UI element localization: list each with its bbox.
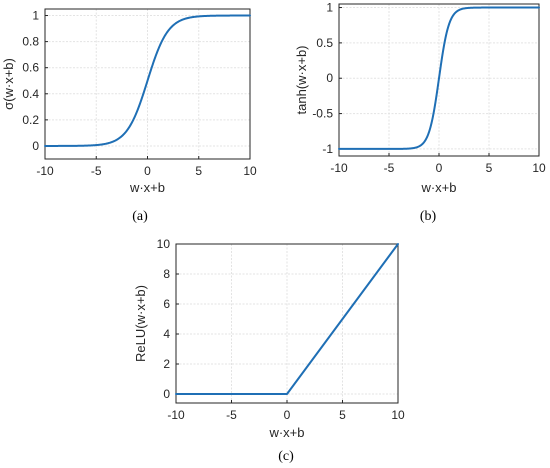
panel-c-caption: (c) bbox=[278, 449, 294, 464]
panel-c-y-tick-label-0: 0 bbox=[163, 387, 170, 401]
panel-a-x-tick-label-0: -10 bbox=[36, 164, 54, 178]
panel-c-x-tick-label-0: -10 bbox=[167, 408, 185, 422]
panel-b-y-tick-label-4: 1 bbox=[326, 1, 333, 15]
panel-c-x-tick-label-4: 10 bbox=[391, 408, 405, 422]
panel-a-y-tick-label-3: 0.6 bbox=[22, 61, 39, 75]
panel-a-y-axis-label: σ(w·x+b) bbox=[1, 58, 16, 110]
panel-b-x-tick-label-0: -10 bbox=[330, 161, 348, 175]
panel-c-x-tick-label-2: 0 bbox=[284, 408, 291, 422]
panel-c-y-tick-label-1: 2 bbox=[163, 357, 170, 371]
panel-b-caption: (b) bbox=[420, 209, 437, 224]
panel-a-sigmoid-curve bbox=[44, 14, 251, 147]
panel-b-y-tick-label-2: 0 bbox=[326, 71, 333, 85]
panel-a-x-axis-label: w·x+b bbox=[129, 180, 165, 195]
panel-b-y-tick-label-3: 0.5 bbox=[316, 36, 333, 50]
panel-a-x-tick-label-1: -5 bbox=[91, 164, 102, 178]
panel-c-y-tick-label-2: 4 bbox=[163, 327, 170, 341]
panel-c-x-tick-label-3: 5 bbox=[339, 408, 346, 422]
panel-b-x-axis-label: w·x+b bbox=[420, 180, 456, 195]
panel-a-x-tick-label-3: 5 bbox=[195, 164, 202, 178]
panel-c-y-tick-label-4: 8 bbox=[163, 267, 170, 281]
panel-c-x-tick-label-1: -5 bbox=[226, 408, 237, 422]
panel-c-y-tick-label-5: 10 bbox=[157, 237, 171, 251]
panel-a-y-tick-label-0: 0 bbox=[32, 139, 39, 153]
panel-b-y-tick-label-0: -1 bbox=[322, 142, 333, 156]
panel-b-tanh-curve bbox=[338, 6, 540, 150]
panel-a-x-tick-label-2: 0 bbox=[144, 164, 151, 178]
panel-b-x-tick-label-4: 10 bbox=[532, 161, 546, 175]
panel-b-y-tick-label-1: -0.5 bbox=[312, 107, 333, 121]
panel-a-caption: (a) bbox=[132, 209, 148, 224]
panel-b-x-tick-label-3: 5 bbox=[486, 161, 493, 175]
panel-a-x-tick-label-4: 10 bbox=[243, 164, 257, 178]
panel-b-x-tick-label-1: -5 bbox=[384, 161, 395, 175]
panel-a-y-tick-label-1: 0.2 bbox=[22, 113, 39, 127]
panel-b-y-axis-label: tanh(w·x+b) bbox=[294, 46, 309, 115]
panel-c-x-axis-label: w·x+b bbox=[268, 425, 304, 440]
panel-a-y-tick-label-5: 1 bbox=[32, 9, 39, 23]
panel-a-y-tick-label-4: 0.8 bbox=[22, 35, 39, 49]
panel-c-relu-curve bbox=[175, 243, 399, 395]
panel-a-y-tick-label-2: 0.4 bbox=[22, 87, 39, 101]
panel-b-x-tick-label-2: 0 bbox=[436, 161, 443, 175]
panel-c-y-axis-label: ReLU(w·x+b) bbox=[133, 285, 148, 362]
panel-c-plot-area bbox=[176, 244, 398, 403]
panel-c-y-tick-label-3: 6 bbox=[163, 297, 170, 311]
